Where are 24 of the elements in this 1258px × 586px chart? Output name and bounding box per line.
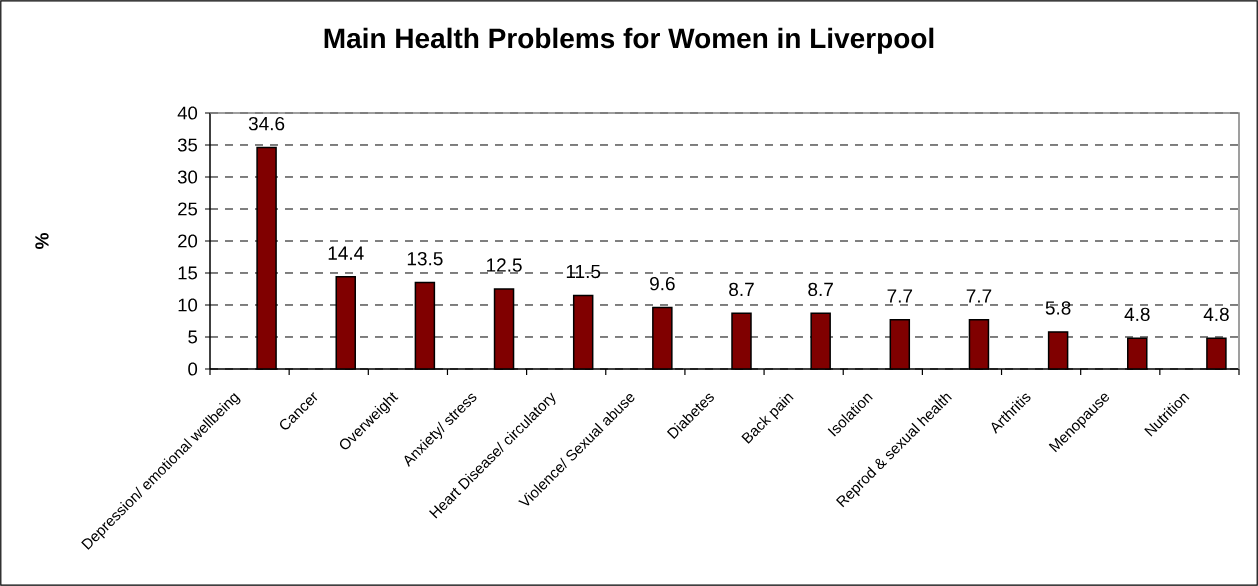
y-tick-label: 30: [177, 170, 198, 184]
data-label: 5.8: [1045, 301, 1071, 315]
y-tick-label: 5: [188, 330, 198, 344]
chart-title: Main Health Problems for Women in Liverpool: [324, 27, 934, 54]
data-label: 9.6: [650, 276, 675, 291]
y-tick-label: 20: [178, 234, 198, 248]
data-label: 4.8: [1124, 307, 1150, 322]
y-tick-label: 40: [177, 106, 198, 120]
data-label: 7.7: [966, 289, 992, 303]
y-tick-label: 0: [188, 362, 198, 376]
y-tick-label: 35: [177, 138, 198, 152]
data-label: 14.4: [328, 246, 364, 260]
data-label: 8.7: [729, 282, 754, 297]
data-label: 4.8: [1203, 307, 1229, 322]
y-tick-label: 25: [178, 202, 198, 216]
data-label: 7.7: [887, 289, 913, 303]
data-label: 13.5: [407, 251, 443, 266]
y-axis-title: %: [35, 233, 49, 249]
data-label: 12.5: [487, 258, 522, 272]
data-label: 8.7: [808, 282, 833, 297]
y-tick-label: 15: [178, 266, 198, 280]
data-label: 11.5: [566, 264, 601, 279]
y-tick-label: 10: [178, 298, 198, 312]
data-label: 34.6: [248, 116, 285, 131]
